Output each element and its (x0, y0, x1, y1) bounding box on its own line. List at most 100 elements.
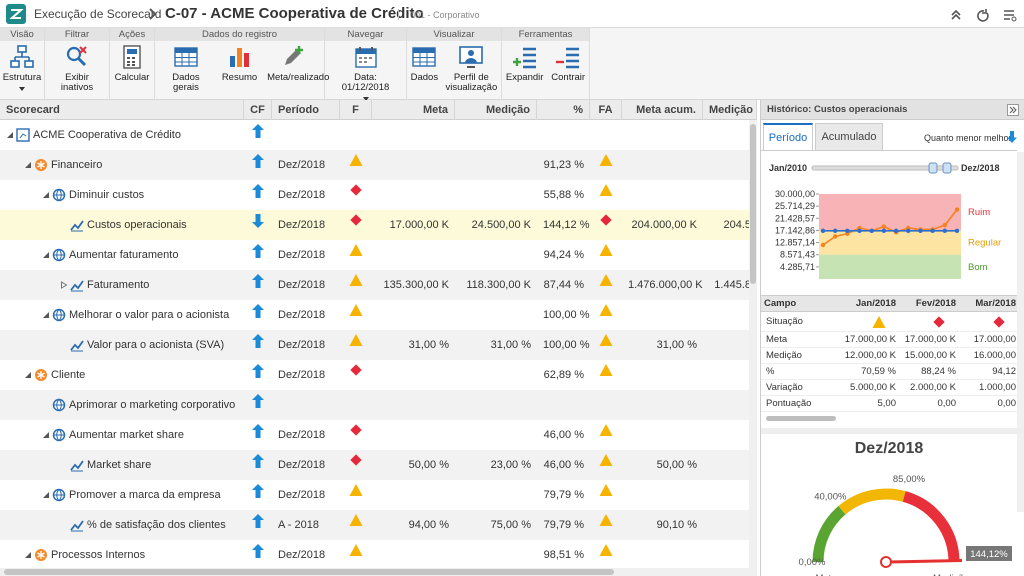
toolbar-button[interactable]: Dados (411, 44, 438, 93)
table-cell (340, 450, 372, 480)
toolbar-button[interactable]: Calcular (115, 44, 150, 83)
group-buttons: Dados Perfil de visualização (407, 41, 501, 93)
series-point (894, 229, 898, 233)
column-header[interactable]: % (537, 100, 590, 120)
table-cell: % de satisfação dos clientes (0, 510, 244, 540)
button-icon (64, 44, 90, 70)
tree-toggle (24, 551, 32, 559)
table-cell (455, 300, 537, 330)
table-row[interactable]: Processos InternosDez/201898,51 % (0, 540, 757, 568)
status-icon (992, 315, 1006, 329)
button-label: Meta/realizado (267, 73, 319, 83)
table-cell (340, 540, 372, 568)
cell-text: 1.476.000,00 K (628, 279, 703, 291)
trend-arrow (252, 244, 264, 258)
button-label: Data: 01/12/2018 (340, 73, 392, 93)
toolbar-button[interactable]: Expandir (506, 44, 544, 83)
table-cell (590, 120, 622, 150)
tree-toggle (42, 311, 50, 319)
table-cell (622, 480, 703, 510)
table-row[interactable]: % de satisfação dos clientesA - 201894,0… (0, 510, 757, 540)
button-label: Calcular (115, 73, 150, 83)
column-header[interactable]: Medição ac (703, 100, 757, 120)
trend-arrow (252, 304, 264, 318)
h-scrollbar[interactable] (0, 568, 757, 576)
breadcrumb[interactable]: Execução de Scorecard (34, 7, 161, 21)
table-cell: 204.000,00 K (622, 210, 703, 240)
table-row[interactable]: Melhorar o valor para o acionistaDez/201… (0, 300, 757, 330)
table-row[interactable]: Market shareDez/201850,00 %23,00 %46,00 … (0, 450, 757, 480)
panel-title: Histórico: Custos operacionais (767, 104, 907, 115)
column-header[interactable]: Meta (372, 100, 455, 120)
grid-row: %70,59 %88,24 %94,12 (761, 364, 1017, 380)
table-cell: Melhorar o valor para o acionista (0, 300, 244, 330)
table-cell (272, 390, 340, 420)
toolbar-button[interactable]: Exibir inativos (51, 44, 103, 93)
grid-cell: 94,12 (959, 366, 1019, 377)
table-row[interactable]: Diminuir custosDez/201855,88 % (0, 180, 757, 210)
scroll-thumb[interactable] (766, 416, 836, 421)
series-point (845, 229, 849, 233)
table-cell: 91,23 % (537, 150, 590, 180)
page-title: C-07 - ACME Cooperativa de Crédito (165, 5, 424, 22)
table-row[interactable]: Aumentar market shareDez/201846,00 % (0, 420, 757, 450)
cell-text: 98,51 % (544, 549, 584, 561)
table-cell (590, 540, 622, 568)
table-row[interactable]: Valor para o acionista (SVA)Dez/201831,0… (0, 330, 757, 360)
column-header[interactable]: FA (590, 100, 622, 120)
table-row[interactable]: FinanceiroDez/201891,23 % (0, 150, 757, 180)
table-cell: 75,00 % (455, 510, 537, 540)
table-cell (590, 180, 622, 210)
toolbar-button[interactable]: Perfil de visualização (445, 44, 497, 93)
toolbar-button[interactable]: Estrutura (3, 44, 42, 92)
cell-text: 24.500,00 K (472, 219, 531, 231)
toolbar-button[interactable]: Data: 01/12/2018 (340, 44, 392, 102)
button-icon (411, 44, 437, 70)
table-cell (340, 150, 372, 180)
node-icon (70, 218, 84, 232)
window-controls[interactable] (950, 7, 1020, 23)
tab[interactable]: Período (763, 123, 813, 151)
column-header[interactable]: Medição (455, 100, 537, 120)
grid-cell: 16.000,00 (959, 350, 1019, 361)
tab[interactable]: Acumulado (815, 123, 883, 151)
scroll-thumb[interactable] (4, 569, 614, 575)
table-cell: Dez/2018 (272, 270, 340, 300)
cell-text: Dez/2018 (278, 159, 325, 171)
node-name: Diminuir custos (69, 180, 144, 210)
column-header[interactable]: Período (272, 100, 340, 120)
toolbar-button[interactable]: Contrair (551, 44, 585, 83)
table-row[interactable]: Custos operacionaisDez/201817.000,00 K24… (0, 210, 757, 240)
table-row[interactable]: FaturamentoDez/2018135.300,00 K118.300,0… (0, 270, 757, 300)
column-header[interactable]: CF (244, 100, 272, 120)
group-buttons: Data: 01/12/2018 (325, 41, 406, 102)
status-icon (599, 543, 613, 557)
table-row[interactable]: Aprimorar o marketing corporativo (0, 390, 757, 420)
column-header[interactable]: F (340, 100, 372, 120)
status-icon (349, 363, 363, 377)
group-buttons: Dados gerais Resumo Meta/realizado (155, 41, 324, 93)
table-cell (340, 480, 372, 510)
column-header[interactable]: Meta acum. (622, 100, 703, 120)
scroll-thumb[interactable] (750, 124, 756, 284)
column-header[interactable]: Scorecard (0, 100, 244, 120)
toolbar-button[interactable]: Resumo (222, 44, 257, 93)
cell-text: 90,10 % (657, 519, 697, 531)
toolbar-button[interactable]: Meta/realizado (267, 44, 319, 93)
table-row[interactable]: ClienteDez/201862,89 % (0, 360, 757, 390)
node-icon (16, 128, 30, 142)
button-label: Expandir (506, 73, 544, 83)
table-cell: Aumentar faturamento (0, 240, 244, 270)
table-row[interactable]: Aumentar faturamentoDez/201894,24 % (0, 240, 757, 270)
table-cell (244, 360, 272, 390)
cell-text: 50,00 % (657, 459, 697, 471)
table-row[interactable]: Promover a marca da empresaDez/201879,79… (0, 480, 757, 510)
tree-toggle (42, 251, 50, 259)
table-cell (455, 180, 537, 210)
toolbar-button[interactable]: Dados gerais (160, 44, 212, 93)
table-cell (590, 480, 622, 510)
gauge-segment (904, 496, 954, 562)
scorecard-table: ScorecardCFPeríodoFMetaMedição%FAMeta ac… (0, 100, 757, 568)
v-scrollbar[interactable] (749, 120, 757, 568)
table-row[interactable]: ACME Cooperativa de Crédito (0, 120, 757, 150)
